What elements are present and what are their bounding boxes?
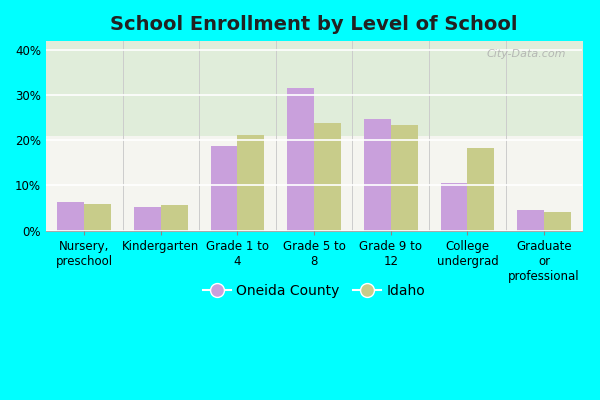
- Bar: [58, 202, 84, 230]
- Bar: [467, 148, 494, 230]
- Bar: [544, 212, 571, 230]
- Bar: [287, 88, 314, 230]
- Bar: [84, 204, 111, 230]
- Bar: [440, 183, 467, 230]
- Title: School Enrollment by Level of School: School Enrollment by Level of School: [110, 15, 518, 34]
- Legend: Oneida County, Idaho: Oneida County, Idaho: [197, 278, 431, 303]
- Bar: [211, 146, 238, 230]
- Bar: [314, 123, 341, 230]
- Bar: [391, 126, 418, 230]
- Bar: [238, 135, 265, 230]
- Text: City-Data.com: City-Data.com: [487, 49, 566, 59]
- Bar: [517, 210, 544, 230]
- Bar: [364, 119, 391, 230]
- Bar: [161, 205, 188, 230]
- Bar: [134, 207, 161, 230]
